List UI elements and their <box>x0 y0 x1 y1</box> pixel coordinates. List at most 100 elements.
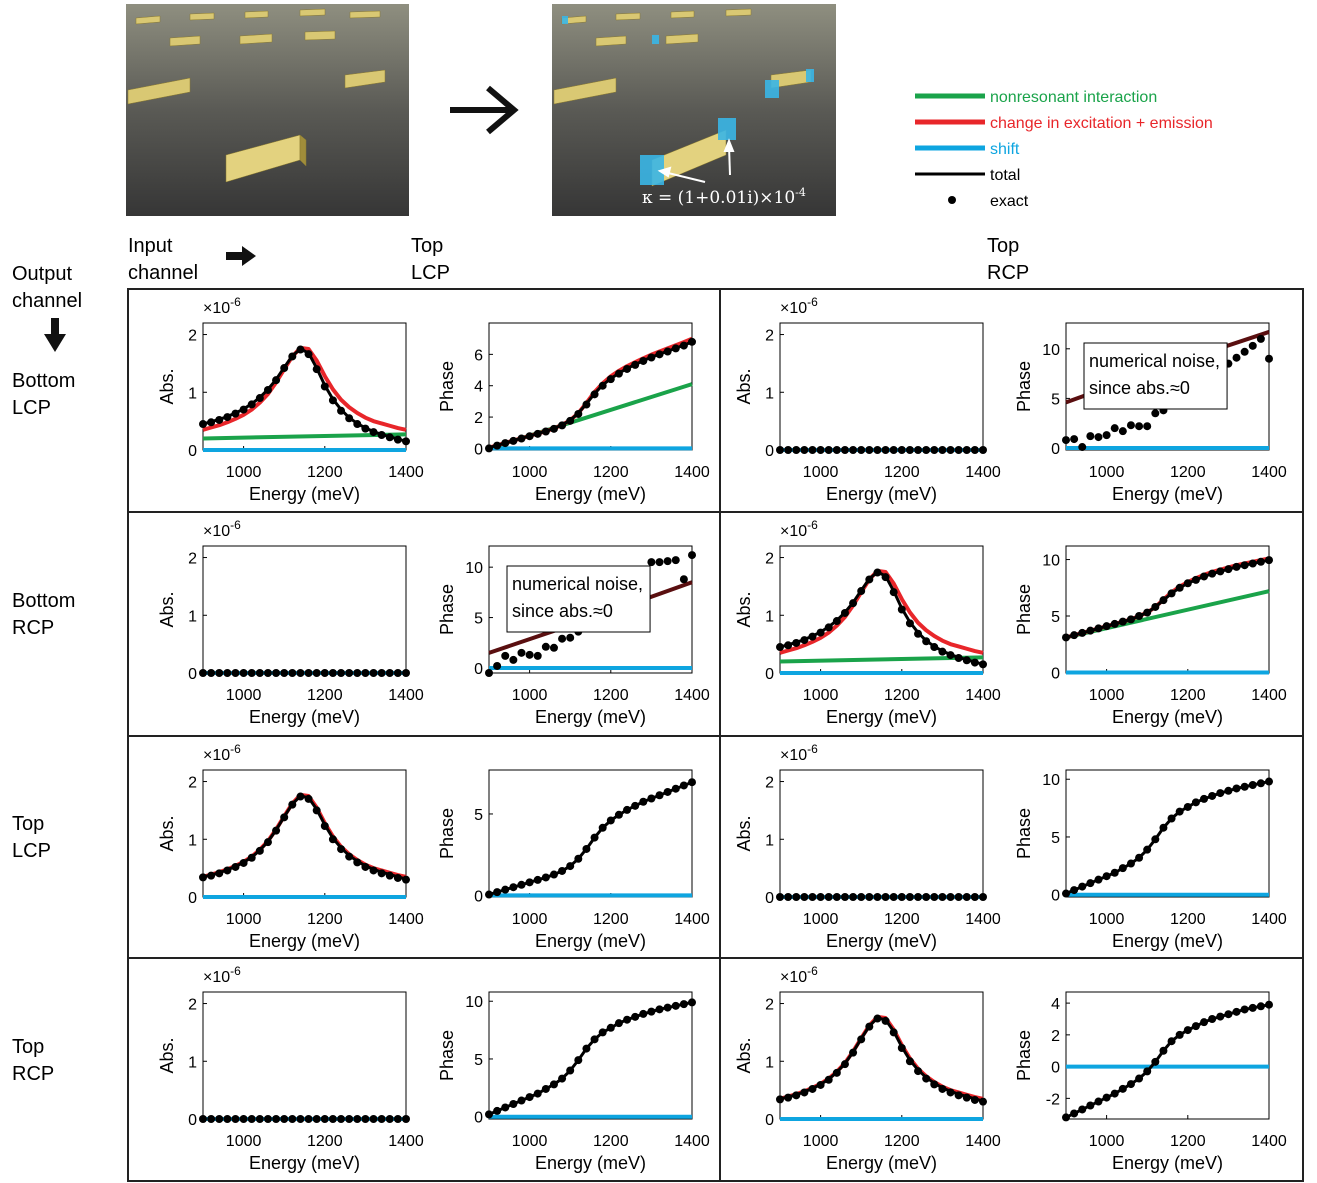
exact-point <box>402 437 410 446</box>
exact-point <box>824 446 833 454</box>
exact-point <box>1078 1105 1087 1114</box>
x-tick-label: 1200 <box>1170 911 1206 928</box>
exact-point <box>857 893 866 901</box>
exact-point <box>905 1057 914 1066</box>
exact-point <box>361 424 370 433</box>
x-tick-label: 1400 <box>388 911 424 928</box>
scale-exponent: -6 <box>807 518 818 532</box>
exact-point <box>598 1028 607 1037</box>
y-tick-label: 2 <box>1051 1028 1060 1045</box>
exact-point <box>808 446 817 454</box>
exact-point <box>1248 559 1257 568</box>
y-tick-label: 0 <box>1051 1060 1060 1077</box>
y-tick-label: 5 <box>1051 830 1060 847</box>
exact-point <box>1159 823 1168 832</box>
y-tick-label: 10 <box>465 560 483 577</box>
exact-point <box>541 642 550 651</box>
exact-point <box>930 446 939 454</box>
exact-point <box>688 778 696 787</box>
exact-point <box>1208 1014 1217 1023</box>
y-tick-label: 2 <box>188 328 197 345</box>
exact-point <box>631 1012 640 1021</box>
exact-point <box>614 1019 623 1028</box>
exact-point <box>1102 872 1111 881</box>
exact-point <box>247 1115 256 1123</box>
exact-point <box>688 337 696 346</box>
exact-point <box>792 446 801 454</box>
exact-point <box>663 1003 672 1012</box>
exact-point <box>574 409 583 418</box>
exact-point <box>1070 631 1079 640</box>
row-label: Top <box>12 813 44 835</box>
exact-point <box>369 1115 378 1123</box>
x-tick-label: 1200 <box>593 1133 629 1150</box>
exact-point <box>493 1106 502 1115</box>
exact-point <box>1265 1000 1273 1009</box>
exact-point <box>493 661 502 670</box>
x-tick-label: 1400 <box>965 464 1001 481</box>
plot-frame <box>779 769 984 898</box>
exact-point <box>962 446 971 454</box>
x-tick-label: 1200 <box>884 464 920 481</box>
exact-point <box>393 669 402 677</box>
x-axis-label: Energy (meV) <box>249 484 360 504</box>
exact-point <box>223 669 232 677</box>
y-axis-label: Abs. <box>734 815 754 851</box>
exact-point <box>905 893 914 901</box>
x-tick-label: 1400 <box>674 464 710 481</box>
exact-point <box>776 446 784 454</box>
exact-point <box>776 1095 784 1104</box>
exact-point <box>1224 565 1233 574</box>
exact-point <box>840 446 849 454</box>
exact-point <box>776 893 784 901</box>
exact-point <box>239 669 248 677</box>
exact-point <box>598 381 607 390</box>
exact-point <box>979 446 987 454</box>
exact-point <box>1094 433 1103 442</box>
exact-point <box>1256 1002 1265 1011</box>
y-tick-label: 10 <box>465 994 483 1011</box>
column-label: LCP <box>411 262 450 284</box>
exact-point <box>808 632 817 641</box>
exact-point <box>938 1084 947 1093</box>
y-tick-label: 2 <box>188 551 197 568</box>
exact-point <box>345 852 354 861</box>
y-tick-label: 2 <box>765 997 774 1014</box>
legend-label: shift <box>990 141 1020 158</box>
subplot: 0 5 10 1000 1200 1400 Energy (meV) Phase numeric… <box>437 545 710 727</box>
y-axis-label: Phase <box>437 361 457 412</box>
y-tick-label: 1 <box>188 385 197 402</box>
exact-point <box>304 1115 313 1123</box>
exact-point <box>1159 596 1168 605</box>
exact-point <box>199 669 207 677</box>
exact-point <box>361 862 370 871</box>
exact-point <box>509 436 518 445</box>
exact-point <box>663 347 672 356</box>
exact-point <box>1062 1113 1070 1122</box>
exact-point <box>857 1035 866 1044</box>
x-tick-label: 1000 <box>803 464 839 481</box>
exact-point <box>1265 556 1273 565</box>
exact-point <box>849 446 858 454</box>
exact-point <box>914 629 923 638</box>
scale-exponent: -6 <box>230 518 241 532</box>
subplot: 0 1 2 1000 1200 1400 Energy (meV) Abs. ×10-6 <box>734 518 1001 727</box>
subplot: 0 5 10 1000 1200 1400 Energy (meV) Phase <box>1014 545 1287 727</box>
exact-point <box>312 669 321 677</box>
x-axis-label: Energy (meV) <box>826 484 937 504</box>
exact-point <box>606 375 615 384</box>
y-tick-label: 0 <box>474 888 483 905</box>
y-axis-label: Abs. <box>734 591 754 627</box>
x-tick-label: 1400 <box>1251 687 1287 704</box>
x-tick-label: 1000 <box>226 911 262 928</box>
exact-point <box>369 428 378 437</box>
y-axis-label: Phase <box>1014 1030 1034 1081</box>
y-tick-label: 0 <box>765 443 774 460</box>
x-tick-label: 1000 <box>803 1133 839 1150</box>
exact-point <box>1078 443 1087 452</box>
y-axis-label: Abs. <box>734 1037 754 1073</box>
exact-point <box>688 998 696 1007</box>
exact-point <box>361 669 370 677</box>
exact-point <box>1240 347 1249 356</box>
exact-point <box>1151 602 1160 611</box>
